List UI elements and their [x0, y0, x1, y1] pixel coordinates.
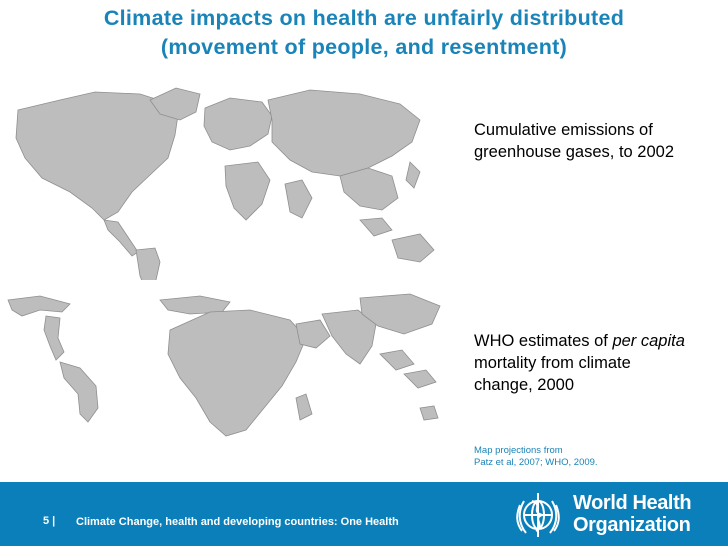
mortality-caption-part2: mortality from climate change, 2000	[474, 354, 631, 394]
footer-bar: 5 | Climate Change, health and developin…	[0, 482, 728, 546]
slide-title-line1: Climate impacts on health are unfairly d…	[103, 6, 625, 30]
who-emblem-icon	[516, 493, 560, 537]
mortality-caption-part1: WHO estimates of	[474, 332, 613, 350]
slide-title-line2: (movement of people, and resentment)	[160, 35, 568, 59]
mortality-caption: WHO estimates of per capita mortality fr…	[474, 330, 694, 396]
source-note: Map projections from Patz et al, 2007; W…	[474, 445, 598, 469]
emissions-cartogram	[15, 87, 435, 280]
who-logo-line1: World Health	[573, 492, 692, 514]
source-line2: Patz et al, 2007; WHO, 2009.	[474, 457, 598, 468]
slide-title: Climate impacts on health are unfairly d…	[0, 4, 728, 62]
mortality-cartogram	[7, 293, 441, 437]
source-line1: Map projections from	[474, 445, 563, 456]
who-logo-line2: Organization	[573, 514, 691, 536]
mortality-caption-italic: per capita	[612, 332, 685, 350]
footer-text: Climate Change, health and developing co…	[76, 516, 399, 528]
who-logo-text: World Health Organization	[573, 492, 692, 536]
emissions-caption: Cumulative emissions of greenhouse gases…	[474, 121, 674, 161]
page-number: 5 |	[43, 515, 56, 527]
